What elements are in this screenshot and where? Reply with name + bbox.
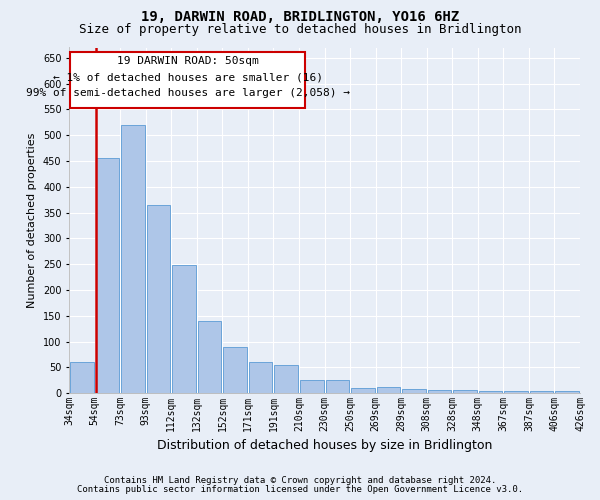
Text: Size of property relative to detached houses in Bridlington: Size of property relative to detached ho…	[79, 23, 521, 36]
Bar	[223, 346, 247, 393]
Bar	[377, 387, 400, 393]
Bar	[402, 389, 426, 393]
Bar	[70, 362, 94, 393]
Bar	[351, 388, 374, 393]
Text: 19, DARWIN ROAD, BRIDLINGTON, YO16 6HZ: 19, DARWIN ROAD, BRIDLINGTON, YO16 6HZ	[141, 10, 459, 24]
Bar	[274, 365, 298, 393]
Text: 99% of semi-detached houses are larger (2,058) →: 99% of semi-detached houses are larger (…	[26, 88, 350, 99]
Bar	[172, 265, 196, 393]
Bar	[428, 390, 451, 393]
Text: 19 DARWIN ROAD: 50sqm: 19 DARWIN ROAD: 50sqm	[117, 56, 259, 66]
Bar	[454, 390, 477, 393]
Bar	[326, 380, 349, 393]
Bar	[556, 391, 579, 393]
Bar	[300, 380, 323, 393]
Bar	[121, 125, 145, 393]
FancyBboxPatch shape	[70, 52, 305, 108]
X-axis label: Distribution of detached houses by size in Bridlington: Distribution of detached houses by size …	[157, 440, 492, 452]
Bar	[505, 391, 528, 393]
Bar	[249, 362, 272, 393]
Bar	[198, 321, 221, 393]
Text: Contains HM Land Registry data © Crown copyright and database right 2024.: Contains HM Land Registry data © Crown c…	[104, 476, 496, 485]
Bar	[147, 205, 170, 393]
Y-axis label: Number of detached properties: Number of detached properties	[28, 132, 37, 308]
Bar	[479, 390, 502, 393]
Text: ← 1% of detached houses are smaller (16): ← 1% of detached houses are smaller (16)	[53, 73, 323, 83]
Text: Contains public sector information licensed under the Open Government Licence v3: Contains public sector information licen…	[77, 485, 523, 494]
Bar	[530, 390, 553, 393]
Bar	[95, 158, 119, 393]
